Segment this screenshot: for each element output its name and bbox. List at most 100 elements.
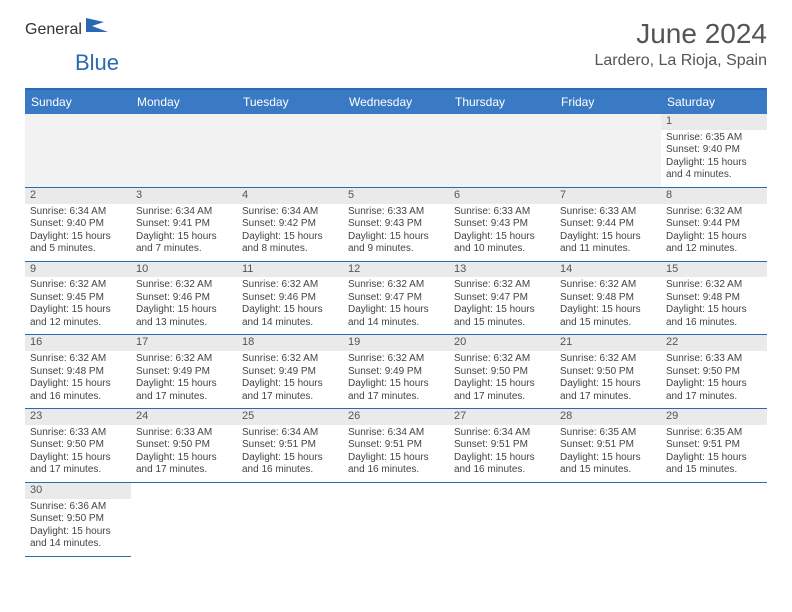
day-number: 25 xyxy=(237,409,343,425)
day-info: Sunrise: 6:35 AM xyxy=(666,132,762,145)
day-info: Daylight: 15 hours xyxy=(30,378,126,391)
day-info: Sunset: 9:51 PM xyxy=(348,439,444,452)
day-number: 27 xyxy=(449,409,555,425)
day-info: and 14 minutes. xyxy=(30,538,126,551)
day-info: and 17 minutes. xyxy=(30,464,126,477)
day-info: Sunrise: 6:33 AM xyxy=(666,353,762,366)
day-info: and 5 minutes. xyxy=(30,243,126,256)
day-info: Daylight: 15 hours xyxy=(454,304,550,317)
day-info: Sunset: 9:49 PM xyxy=(348,366,444,379)
day-info: Daylight: 15 hours xyxy=(666,378,762,391)
day-info: Daylight: 15 hours xyxy=(560,452,656,465)
day-info: Daylight: 15 hours xyxy=(136,304,232,317)
day-info: Daylight: 15 hours xyxy=(454,452,550,465)
day-number: 19 xyxy=(343,335,449,351)
day-info: and 15 minutes. xyxy=(560,317,656,330)
day-info: Sunrise: 6:36 AM xyxy=(30,501,126,514)
day-info: Daylight: 15 hours xyxy=(30,231,126,244)
day-info: Daylight: 15 hours xyxy=(560,304,656,317)
day-info: Daylight: 15 hours xyxy=(348,231,444,244)
day-info: Sunset: 9:51 PM xyxy=(454,439,550,452)
day-number: 24 xyxy=(131,409,237,425)
day-info: and 14 minutes. xyxy=(348,317,444,330)
empty-cell xyxy=(25,114,131,188)
day-info: and 15 minutes. xyxy=(560,464,656,477)
day-info: Daylight: 15 hours xyxy=(30,304,126,317)
day-info: Sunrise: 6:32 AM xyxy=(30,353,126,366)
day-number: 15 xyxy=(661,262,767,278)
day-info: Sunrise: 6:32 AM xyxy=(666,279,762,292)
day-cell: 7Sunrise: 6:33 AMSunset: 9:44 PMDaylight… xyxy=(555,188,661,262)
day-info: Sunset: 9:47 PM xyxy=(454,292,550,305)
day-number: 23 xyxy=(25,409,131,425)
day-info: and 13 minutes. xyxy=(136,317,232,330)
day-info: Sunset: 9:50 PM xyxy=(454,366,550,379)
day-info: Daylight: 15 hours xyxy=(242,378,338,391)
day-cell: 14Sunrise: 6:32 AMSunset: 9:48 PMDayligh… xyxy=(555,262,661,336)
day-info: and 16 minutes. xyxy=(242,464,338,477)
weekday-friday: Friday xyxy=(555,90,661,114)
day-number: 7 xyxy=(555,188,661,204)
day-info: Sunrise: 6:32 AM xyxy=(560,279,656,292)
weekday-wednesday: Wednesday xyxy=(343,90,449,114)
day-info: Sunset: 9:40 PM xyxy=(30,218,126,231)
day-number: 22 xyxy=(661,335,767,351)
day-info: Sunrise: 6:33 AM xyxy=(30,427,126,440)
day-info: Sunset: 9:49 PM xyxy=(136,366,232,379)
day-cell: 28Sunrise: 6:35 AMSunset: 9:51 PMDayligh… xyxy=(555,409,661,483)
day-info: and 17 minutes. xyxy=(348,391,444,404)
day-info: Daylight: 15 hours xyxy=(136,452,232,465)
day-info: Sunrise: 6:34 AM xyxy=(30,206,126,219)
day-cell: 21Sunrise: 6:32 AMSunset: 9:50 PMDayligh… xyxy=(555,335,661,409)
day-info: and 4 minutes. xyxy=(666,169,762,182)
logo-text-blue: Blue xyxy=(75,50,119,75)
day-cell: 18Sunrise: 6:32 AMSunset: 9:49 PMDayligh… xyxy=(237,335,343,409)
day-info: Daylight: 15 hours xyxy=(136,231,232,244)
day-info: Sunrise: 6:34 AM xyxy=(348,427,444,440)
day-number: 4 xyxy=(237,188,343,204)
empty-cell xyxy=(343,114,449,188)
day-info: Daylight: 15 hours xyxy=(348,378,444,391)
empty-cell xyxy=(555,114,661,188)
day-info: Sunset: 9:46 PM xyxy=(242,292,338,305)
day-cell: 4Sunrise: 6:34 AMSunset: 9:42 PMDaylight… xyxy=(237,188,343,262)
day-info: and 12 minutes. xyxy=(30,317,126,330)
weekday-tuesday: Tuesday xyxy=(237,90,343,114)
day-number: 6 xyxy=(449,188,555,204)
day-info: Sunset: 9:41 PM xyxy=(136,218,232,231)
day-number: 16 xyxy=(25,335,131,351)
day-number: 28 xyxy=(555,409,661,425)
weekday-header: SundayMondayTuesdayWednesdayThursdayFrid… xyxy=(25,90,767,114)
day-info: Sunrise: 6:32 AM xyxy=(136,279,232,292)
day-info: Sunrise: 6:32 AM xyxy=(560,353,656,366)
day-number: 30 xyxy=(25,483,131,499)
day-info: Daylight: 15 hours xyxy=(136,378,232,391)
location: Lardero, La Rioja, Spain xyxy=(594,52,767,70)
day-info: Sunset: 9:40 PM xyxy=(666,144,762,157)
day-info: and 11 minutes. xyxy=(560,243,656,256)
day-info: and 17 minutes. xyxy=(242,391,338,404)
day-cell: 26Sunrise: 6:34 AMSunset: 9:51 PMDayligh… xyxy=(343,409,449,483)
day-info: Sunrise: 6:33 AM xyxy=(136,427,232,440)
day-info: Sunset: 9:44 PM xyxy=(666,218,762,231)
day-info: Daylight: 15 hours xyxy=(454,231,550,244)
day-info: Daylight: 15 hours xyxy=(242,304,338,317)
day-cell: 19Sunrise: 6:32 AMSunset: 9:49 PMDayligh… xyxy=(343,335,449,409)
day-info: Daylight: 15 hours xyxy=(30,452,126,465)
day-cell: 30Sunrise: 6:36 AMSunset: 9:50 PMDayligh… xyxy=(25,483,131,557)
day-info: Sunrise: 6:34 AM xyxy=(242,427,338,440)
day-info: Sunrise: 6:35 AM xyxy=(666,427,762,440)
day-cell: 8Sunrise: 6:32 AMSunset: 9:44 PMDaylight… xyxy=(661,188,767,262)
day-info: Sunrise: 6:33 AM xyxy=(348,206,444,219)
weekday-saturday: Saturday xyxy=(661,90,767,114)
day-info: Sunset: 9:51 PM xyxy=(560,439,656,452)
day-info: and 16 minutes. xyxy=(348,464,444,477)
day-info: and 7 minutes. xyxy=(136,243,232,256)
weekday-thursday: Thursday xyxy=(449,90,555,114)
day-info: Sunrise: 6:32 AM xyxy=(30,279,126,292)
day-number: 5 xyxy=(343,188,449,204)
day-info: Daylight: 15 hours xyxy=(560,231,656,244)
day-info: Sunset: 9:50 PM xyxy=(666,366,762,379)
day-info: and 15 minutes. xyxy=(666,464,762,477)
day-info: Daylight: 15 hours xyxy=(30,526,126,539)
